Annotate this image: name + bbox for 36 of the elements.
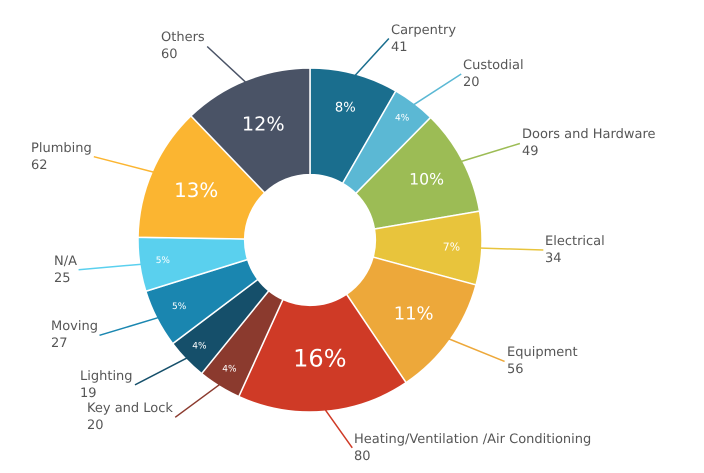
- text: 10%: [409, 170, 444, 189]
- data-label: 49: [522, 144, 539, 159]
- text: 4%: [394, 114, 410, 124]
- text: 12%: [242, 112, 285, 136]
- data-label: 62: [31, 158, 48, 173]
- data-label: 25: [54, 270, 71, 286]
- slice-label: Doors and Hardware: [522, 127, 656, 142]
- text: 8%: [334, 100, 356, 116]
- data-label: 60: [161, 46, 178, 62]
- text: 7%: [442, 240, 460, 254]
- text: 16%: [293, 344, 346, 372]
- slice-label: Plumbing: [31, 141, 92, 156]
- text: 11%: [394, 304, 434, 325]
- text: 5%: [156, 256, 170, 266]
- data-label: 27: [51, 336, 68, 351]
- text: 13%: [174, 178, 218, 202]
- slice-label: Lighting: [80, 369, 133, 384]
- data-label: 34: [545, 250, 562, 266]
- data-label: 56: [507, 362, 524, 377]
- slice-label: Custodial: [463, 58, 524, 73]
- slice-label: N/A: [54, 254, 78, 269]
- data-label: 41: [391, 40, 408, 55]
- data-label: 19: [80, 386, 97, 401]
- slice-label: Carpentry: [391, 23, 456, 38]
- data-label: 20: [87, 418, 104, 433]
- slice-label: Equipment: [507, 345, 578, 360]
- data-label: 20: [463, 74, 480, 90]
- slice-label: Moving: [51, 319, 98, 334]
- slice-label: Others: [161, 30, 205, 45]
- data-label: 80: [354, 448, 371, 464]
- text: 4%: [192, 342, 207, 352]
- slice-label: Electrical: [545, 234, 605, 249]
- text: 5%: [172, 302, 187, 312]
- slice-label: Key and Lock: [87, 401, 174, 416]
- slice-label: Heating/Ventilation /Air Conditioning: [354, 432, 592, 447]
- text: 4%: [222, 364, 238, 375]
